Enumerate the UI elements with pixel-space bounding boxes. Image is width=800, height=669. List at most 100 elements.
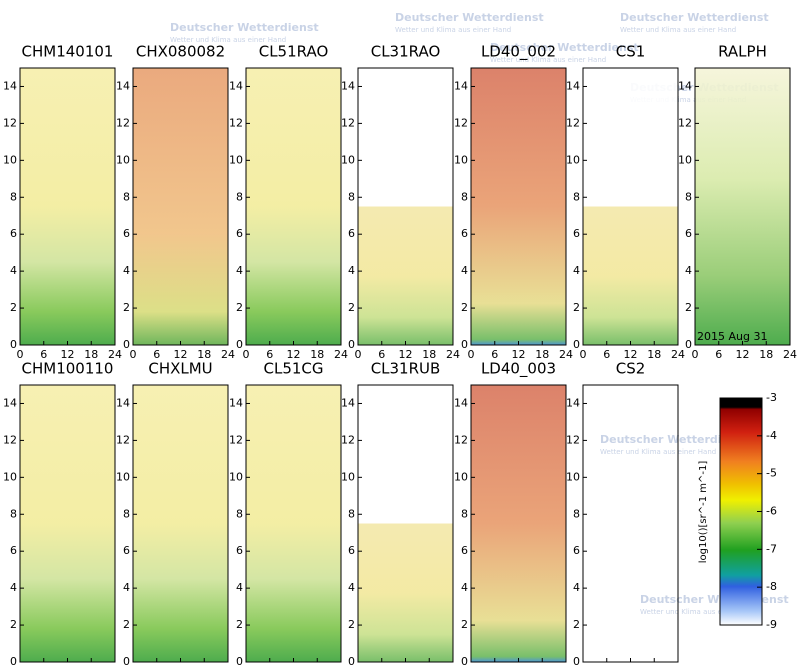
y-tick-label: 0 xyxy=(10,338,17,351)
y-tick-label: 10 xyxy=(678,153,692,166)
x-tick-label: 6 xyxy=(715,348,722,361)
y-tick-label: 4 xyxy=(10,264,17,277)
x-tick-label: 0 xyxy=(355,348,362,361)
colorbar-tick-label: -3 xyxy=(766,391,777,404)
x-tick-label: 0 xyxy=(692,348,699,361)
y-tick-label: 8 xyxy=(123,190,130,203)
colorbar-tick-label: -9 xyxy=(766,618,777,631)
x-tick-label: 24 xyxy=(559,348,573,361)
panel-title: CHM100110 xyxy=(22,360,114,378)
y-tick-label: 12 xyxy=(454,433,468,446)
heatmap-image xyxy=(133,68,228,345)
watermark-subtitle: Wetter und Klima aus einer Hand xyxy=(490,56,606,64)
y-tick-label: 4 xyxy=(348,581,355,594)
x-tick-label: 12 xyxy=(287,348,301,361)
y-tick-label: 0 xyxy=(348,655,355,665)
y-tick-label: 12 xyxy=(116,116,130,129)
y-tick-label: 14 xyxy=(3,396,17,409)
y-tick-label: 12 xyxy=(341,116,355,129)
panel-title: CS1 xyxy=(616,43,646,61)
heatmap-image xyxy=(583,68,678,345)
y-tick-label: 10 xyxy=(3,153,17,166)
y-tick-label: 14 xyxy=(341,79,355,92)
y-tick-label: 4 xyxy=(123,264,130,277)
heatmap-image xyxy=(695,68,790,345)
y-tick-label: 6 xyxy=(123,227,130,240)
colorbar-label: log10()[sr^-1 m^-1] xyxy=(698,461,709,564)
y-tick-label: 6 xyxy=(236,227,243,240)
panel-title: CS2 xyxy=(616,360,646,378)
panel-title: CL51RAO xyxy=(259,43,329,61)
y-tick-label: 10 xyxy=(341,470,355,483)
panel-title: RALPH xyxy=(718,43,767,61)
y-tick-label: 6 xyxy=(348,227,355,240)
x-tick-label: 18 xyxy=(535,348,549,361)
colorbar-tick-label: -5 xyxy=(766,467,777,480)
heatmap-image xyxy=(133,385,228,662)
y-tick-label: 2 xyxy=(573,618,580,631)
x-tick-label: 24 xyxy=(108,348,122,361)
x-tick-label: 18 xyxy=(422,348,436,361)
watermark-title: Deutscher Wetterdienst xyxy=(640,593,789,606)
x-tick-label: 24 xyxy=(334,348,348,361)
x-tick-label: 0 xyxy=(243,348,250,361)
x-tick-label: 12 xyxy=(624,348,638,361)
y-tick-label: 2 xyxy=(236,301,243,314)
y-tick-label: 6 xyxy=(461,544,468,557)
panel-title: LD40_003 xyxy=(481,360,556,379)
y-tick-label: 12 xyxy=(341,433,355,446)
x-tick-label: 6 xyxy=(378,348,385,361)
y-tick-label: 14 xyxy=(341,396,355,409)
watermark-subtitle: Wetter und Klima aus einer Hand xyxy=(640,608,756,616)
x-tick-label: 0 xyxy=(17,348,24,361)
y-tick-label: 2 xyxy=(573,301,580,314)
x-tick-label: 18 xyxy=(197,348,211,361)
plot-frame xyxy=(582,384,679,663)
y-tick-label: 6 xyxy=(236,544,243,557)
y-tick-label: 6 xyxy=(348,544,355,557)
y-tick-label: 10 xyxy=(566,470,580,483)
colorbar-tick-label: -8 xyxy=(766,580,777,593)
y-tick-label: 10 xyxy=(566,153,580,166)
y-tick-label: 8 xyxy=(461,507,468,520)
colorbar xyxy=(719,397,763,626)
y-tick-label: 4 xyxy=(236,581,243,594)
y-tick-label: 2 xyxy=(10,301,17,314)
x-tick-label: 12 xyxy=(61,348,75,361)
x-tick-label: 6 xyxy=(153,348,160,361)
y-tick-label: 12 xyxy=(229,116,243,129)
y-tick-label: 4 xyxy=(236,264,243,277)
y-tick-label: 0 xyxy=(236,655,243,665)
x-tick-label: 6 xyxy=(40,348,47,361)
y-tick-label: 14 xyxy=(454,79,468,92)
heatmap-image xyxy=(358,68,453,345)
x-tick-label: 24 xyxy=(221,348,235,361)
watermark-title: Deutscher Wetterdienst xyxy=(395,11,544,24)
panel-title: CL51CG xyxy=(263,360,323,378)
y-tick-label: 12 xyxy=(566,116,580,129)
y-tick-label: 0 xyxy=(461,338,468,351)
x-tick-label: 0 xyxy=(468,348,475,361)
panel-title: CL31RUB xyxy=(371,360,441,378)
y-tick-label: 6 xyxy=(573,544,580,557)
x-tick-label: 0 xyxy=(580,348,587,361)
watermark-subtitle: Wetter und Klima aus einer Hand xyxy=(600,448,716,456)
y-tick-label: 8 xyxy=(573,190,580,203)
y-tick-label: 0 xyxy=(573,338,580,351)
y-tick-label: 0 xyxy=(123,655,130,665)
date-annotation: 2015 Aug 31 xyxy=(697,330,767,343)
y-tick-label: 2 xyxy=(461,618,468,631)
y-tick-label: 8 xyxy=(573,507,580,520)
heatmap-image xyxy=(246,68,341,345)
y-tick-label: 2 xyxy=(123,618,130,631)
watermark-subtitle: Wetter und Klima aus einer Hand xyxy=(170,36,286,44)
panel-title: LD40_002 xyxy=(481,43,556,62)
y-tick-label: 12 xyxy=(3,433,17,446)
y-tick-label: 8 xyxy=(348,507,355,520)
x-tick-label: 24 xyxy=(446,348,460,361)
y-tick-label: 10 xyxy=(3,470,17,483)
x-tick-label: 6 xyxy=(603,348,610,361)
y-tick-label: 4 xyxy=(573,581,580,594)
y-tick-label: 8 xyxy=(10,507,17,520)
y-tick-label: 6 xyxy=(123,544,130,557)
